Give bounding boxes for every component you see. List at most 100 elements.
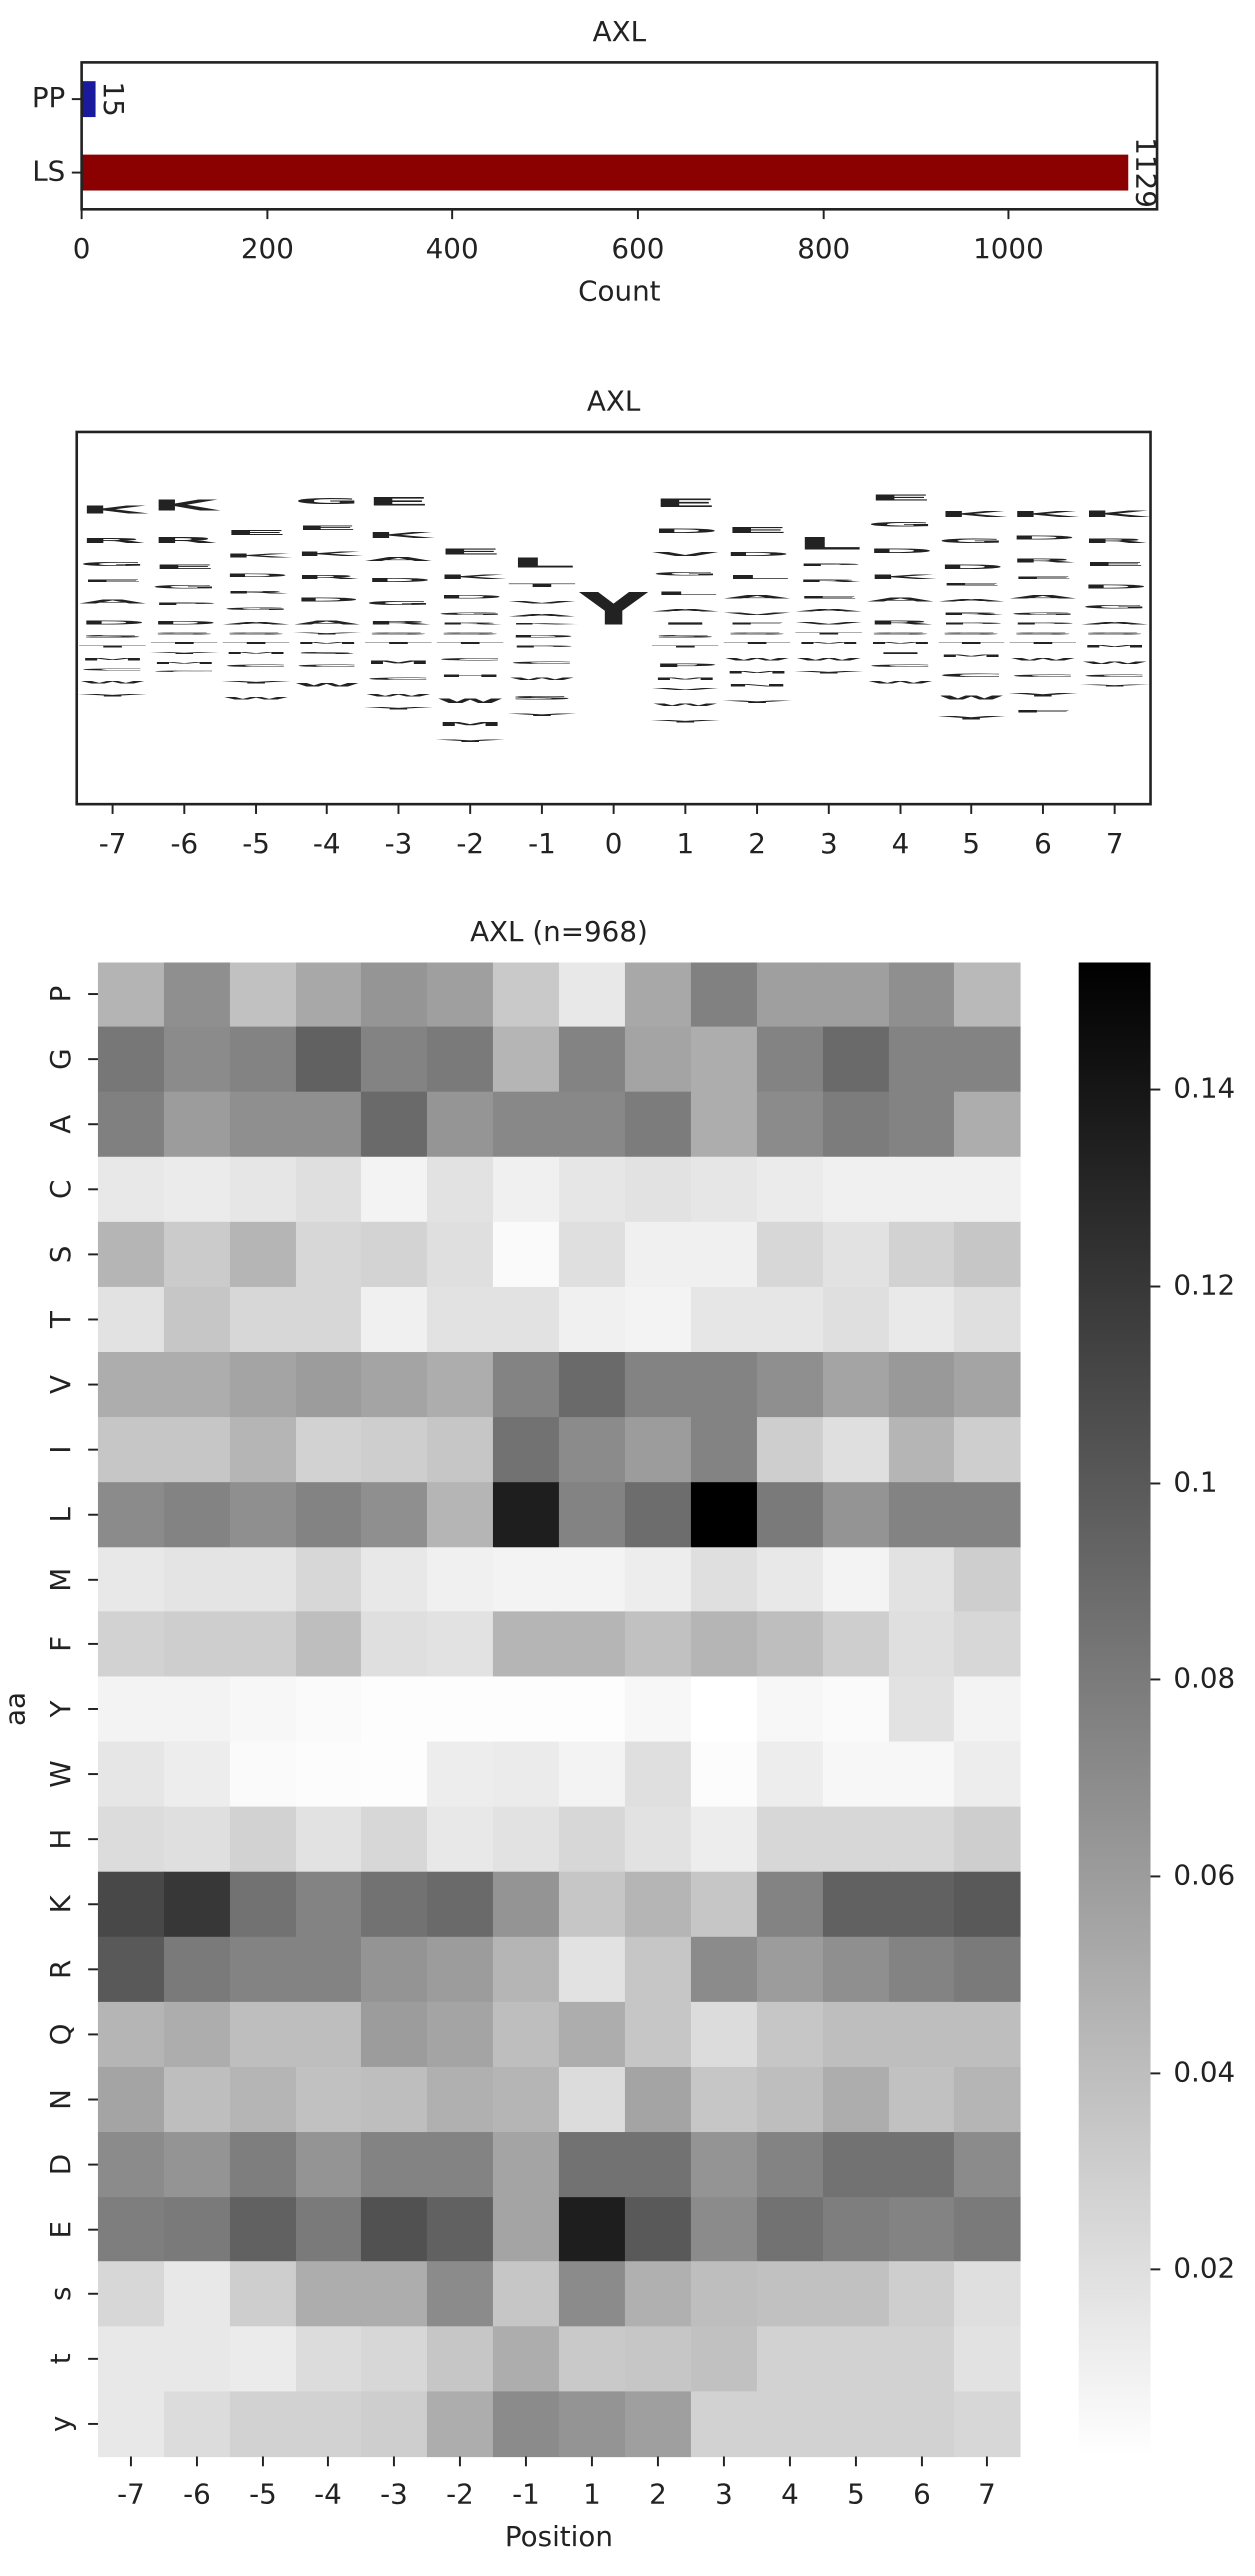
logo-letter: E bbox=[939, 582, 1005, 586]
heat-cell bbox=[624, 2066, 692, 2133]
heat-cell bbox=[690, 1091, 758, 1158]
heat-cell bbox=[360, 1871, 428, 1938]
chart-title: AXL (n=968) bbox=[470, 915, 648, 948]
x-tick-label: -7 bbox=[117, 2478, 145, 2511]
heat-cell bbox=[953, 1936, 1021, 2003]
logo-letter: R bbox=[294, 574, 362, 580]
logo-letter: E bbox=[867, 494, 934, 502]
x-tick-label: -1 bbox=[512, 2478, 540, 2511]
heat-cell bbox=[888, 2391, 955, 2458]
heat-cell bbox=[558, 1611, 626, 1678]
heat-cell bbox=[558, 2391, 626, 2458]
heat-cell bbox=[624, 1221, 692, 1288]
heat-cell bbox=[953, 1676, 1021, 1743]
heat-cell bbox=[360, 1417, 428, 1483]
logo-letter: A bbox=[652, 608, 722, 612]
heat-cell bbox=[558, 1806, 626, 1873]
heat-cell bbox=[426, 2391, 494, 2458]
heat-cell bbox=[492, 1221, 560, 1288]
logo-letter: T bbox=[652, 645, 725, 648]
logo-letter: V bbox=[795, 622, 865, 626]
heat-cell bbox=[558, 1221, 626, 1288]
logo-letter: M bbox=[723, 671, 790, 675]
logo-letter: V bbox=[652, 551, 720, 557]
heat-cell bbox=[229, 1547, 297, 1613]
heat-cell bbox=[624, 1547, 692, 1613]
logo-letter: S bbox=[294, 652, 360, 655]
heat-cell bbox=[295, 2197, 362, 2262]
heat-cell bbox=[97, 1482, 165, 1548]
y-tick-label: M bbox=[44, 1568, 77, 1592]
heat-cell bbox=[97, 1156, 165, 1223]
logo-letter: W bbox=[723, 657, 790, 661]
heat-cell bbox=[822, 1417, 890, 1483]
x-tick-label: 3 bbox=[715, 2478, 733, 2511]
heat-cell bbox=[953, 1741, 1021, 1808]
heat-cell bbox=[822, 1676, 890, 1743]
logo-letter: R bbox=[867, 620, 936, 626]
heat-cell bbox=[492, 1611, 560, 1678]
logo-letter: V bbox=[723, 611, 793, 615]
y-tick-label: S bbox=[44, 1246, 77, 1264]
heat-cell bbox=[492, 1806, 560, 1873]
heat-cell bbox=[426, 962, 494, 1028]
logo-letter: D bbox=[79, 620, 146, 626]
x-tick-label: -4 bbox=[314, 827, 341, 860]
heat-cell bbox=[888, 1547, 955, 1613]
heat-cell bbox=[624, 2001, 692, 2068]
logo-letter: Y bbox=[645, 719, 726, 723]
heat-cell bbox=[492, 1026, 560, 1093]
heat-cell bbox=[888, 1026, 955, 1093]
logo-letter: Y bbox=[72, 694, 154, 698]
heat-cell bbox=[888, 962, 955, 1028]
logo-letter: S bbox=[222, 632, 289, 635]
heat-cell bbox=[492, 1156, 560, 1223]
heat-cell bbox=[360, 1352, 428, 1418]
heat-cell bbox=[229, 1806, 297, 1873]
heat-cell bbox=[953, 2391, 1021, 2458]
logo-letter: Y bbox=[577, 584, 650, 636]
y-tick-label: PP bbox=[32, 81, 65, 114]
heat-cell bbox=[295, 1871, 362, 1938]
heat-cell bbox=[756, 1547, 824, 1613]
heat-cell bbox=[163, 2001, 231, 2068]
logo-letter: C bbox=[365, 677, 432, 681]
y-tick-label: Q bbox=[44, 2023, 77, 2045]
logo-letter: S bbox=[1009, 632, 1076, 635]
heat-cell bbox=[426, 1871, 494, 1938]
heat-cell bbox=[822, 1482, 890, 1548]
heat-cell bbox=[360, 2326, 428, 2393]
heat-cell bbox=[492, 2001, 560, 2068]
heat-cell bbox=[953, 1286, 1021, 1353]
logo-letter: D bbox=[365, 578, 432, 584]
logo-letter: D bbox=[508, 635, 575, 639]
x-tick-label: -6 bbox=[170, 827, 198, 860]
x-tick-label: -7 bbox=[99, 827, 127, 860]
logo-letter: R bbox=[795, 579, 865, 583]
logo-letter: M bbox=[436, 721, 503, 727]
x-tick-label: 6 bbox=[1034, 827, 1052, 860]
heat-cell bbox=[229, 2132, 297, 2198]
heat-cell bbox=[360, 1026, 428, 1093]
logo-letter: W bbox=[79, 681, 146, 685]
x-tick-label: -5 bbox=[249, 2478, 277, 2511]
heat-cell bbox=[822, 1611, 890, 1678]
logo-letter: R bbox=[1081, 538, 1149, 545]
heat-cell bbox=[624, 1611, 692, 1678]
heat-cell bbox=[953, 2261, 1021, 2327]
heat-cell bbox=[492, 1676, 560, 1743]
y-tick-label: R bbox=[44, 1960, 77, 1979]
heat-cell bbox=[97, 2391, 165, 2458]
heat-cell bbox=[690, 1156, 758, 1223]
axes-frame bbox=[75, 430, 1152, 806]
logo-letter: S bbox=[365, 632, 432, 635]
logo-letter: G bbox=[867, 521, 934, 528]
heat-cell bbox=[822, 1091, 890, 1158]
heat-cell bbox=[492, 962, 560, 1028]
heat-cell bbox=[492, 2066, 560, 2133]
logo-letter: Y bbox=[358, 707, 440, 711]
logo-letter: W bbox=[652, 703, 719, 707]
x-tick-label: 1 bbox=[677, 827, 695, 860]
heat-cell bbox=[360, 2261, 428, 2327]
heat-cell bbox=[756, 1871, 824, 1938]
